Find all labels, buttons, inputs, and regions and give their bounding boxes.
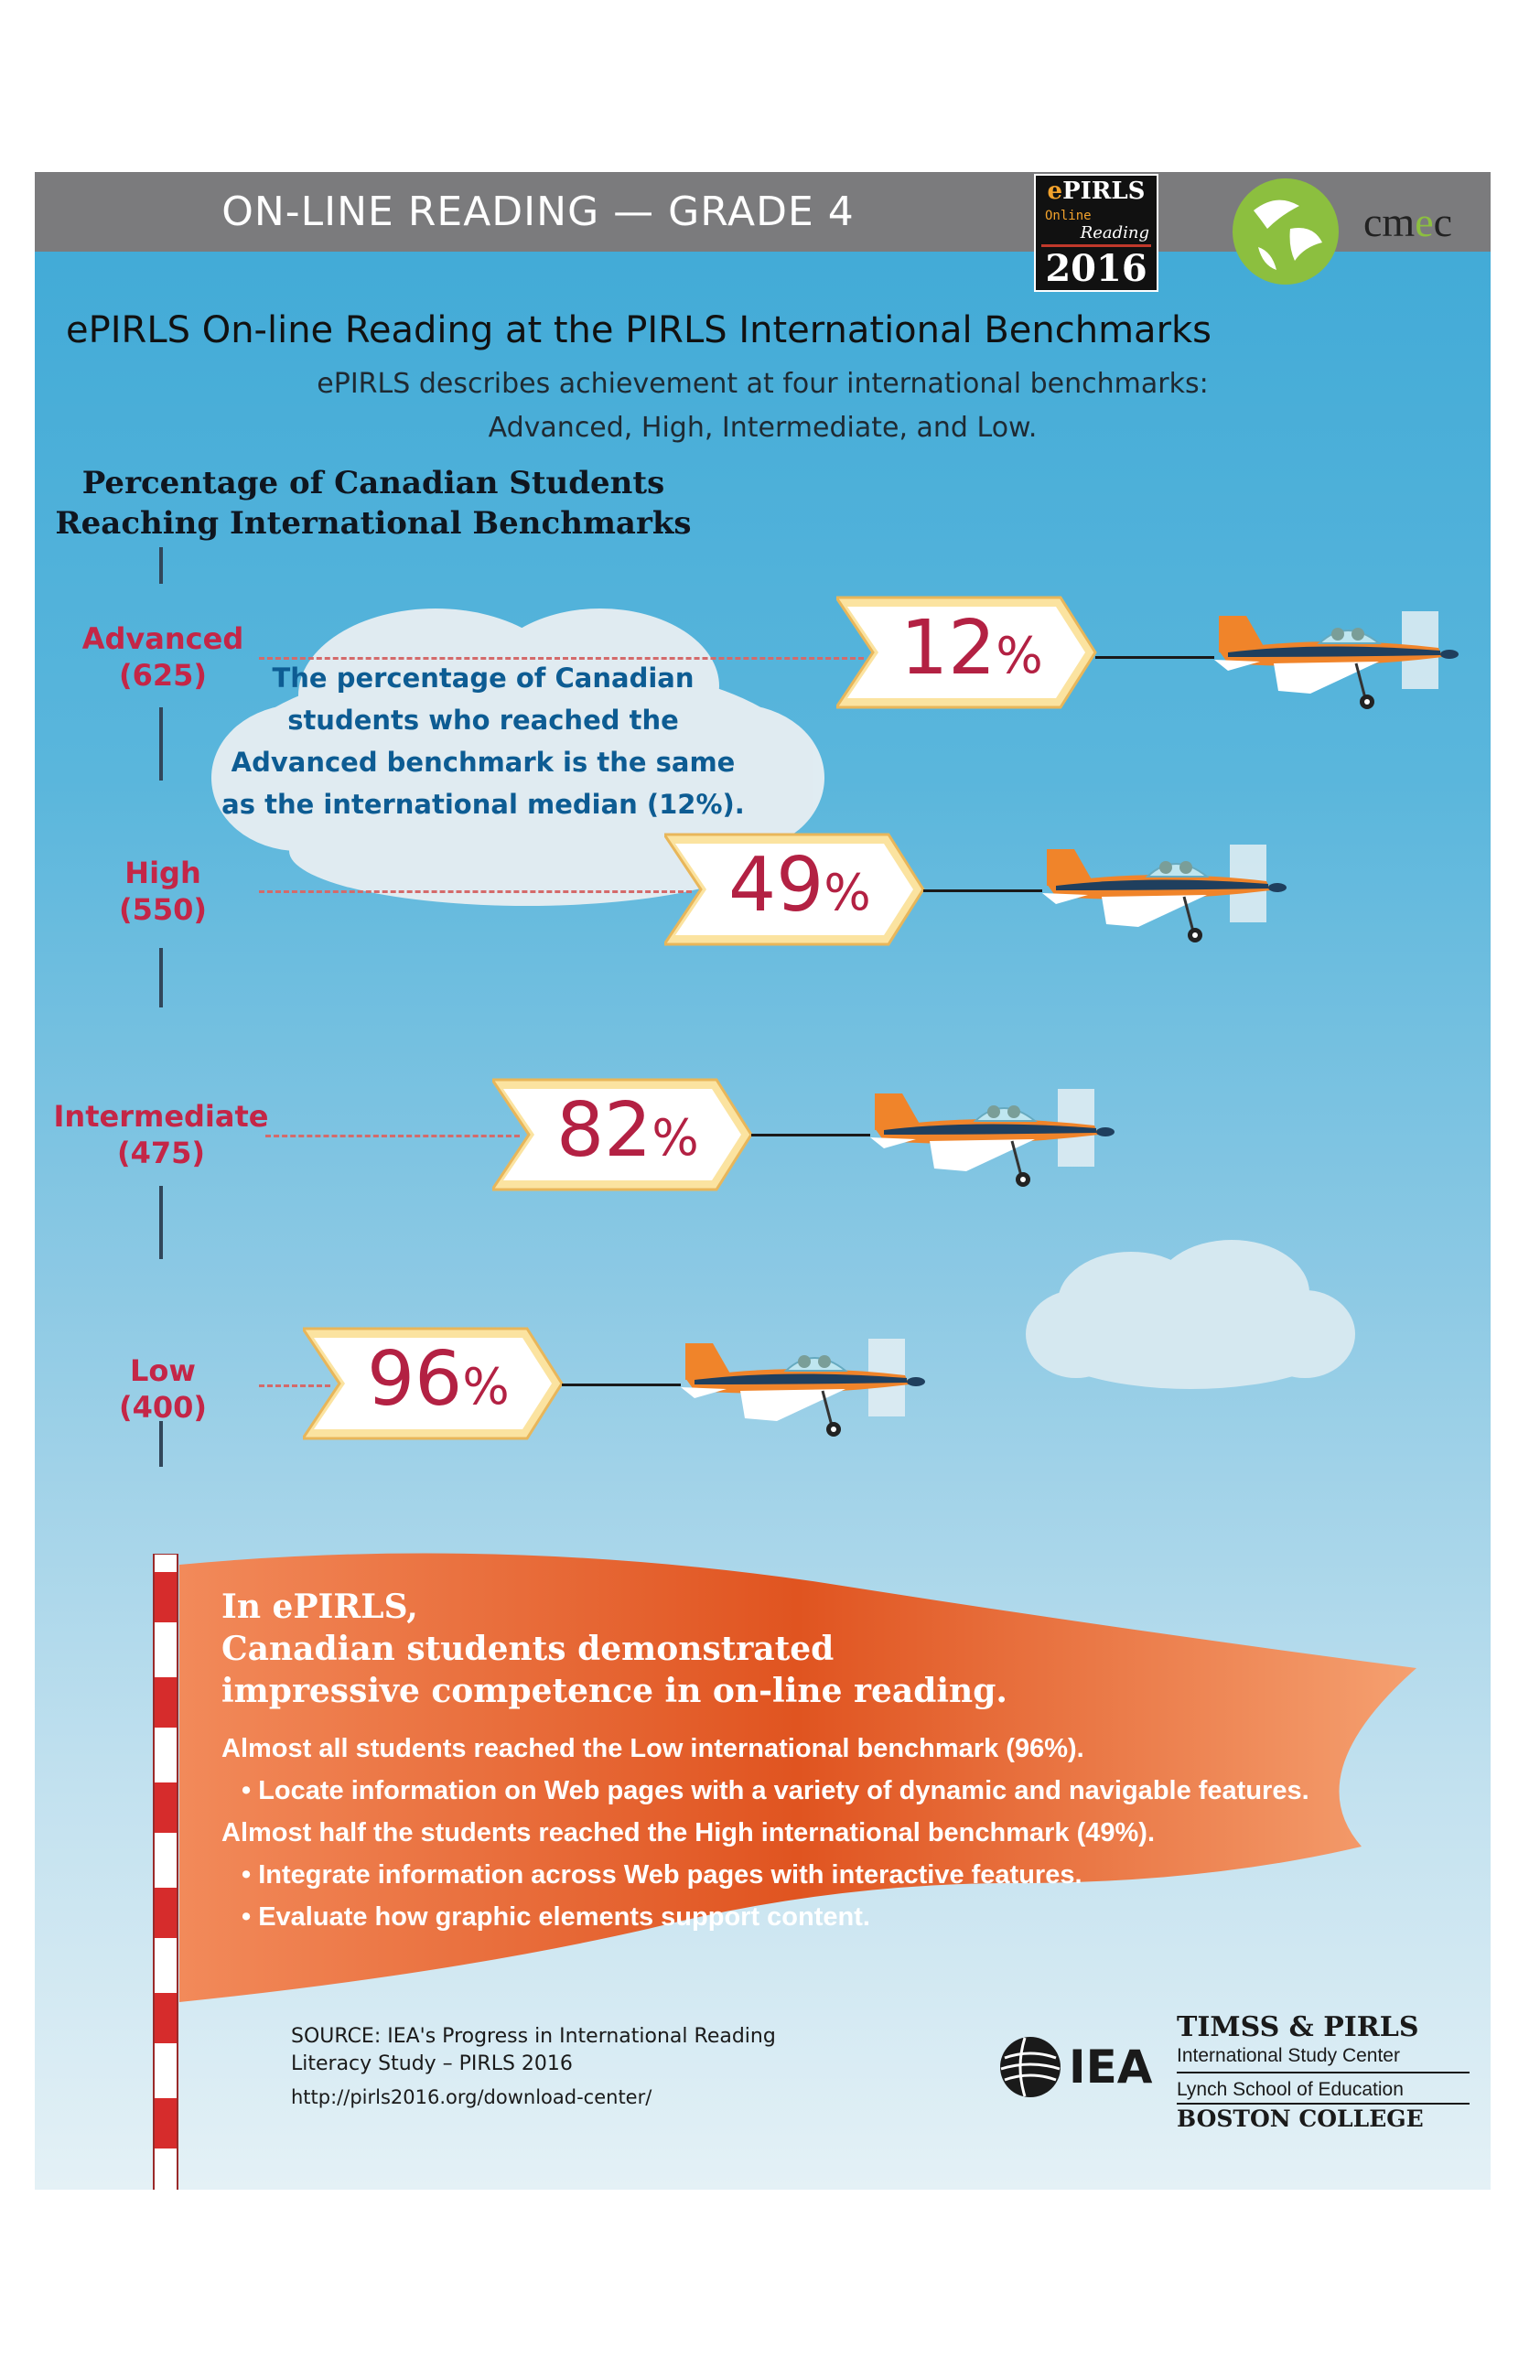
value-banner-high: 49% <box>664 833 925 946</box>
cloud-large <box>211 608 824 906</box>
chart-title: Percentage of Canadian Students Reaching… <box>55 465 692 542</box>
tow-rope <box>751 1134 870 1136</box>
cloud-small <box>1026 1240 1355 1389</box>
iea-globe-icon <box>1000 2037 1061 2097</box>
value-banner-low: 96% <box>303 1327 564 1440</box>
source-note: SOURCE: IEA's Progress in International … <box>291 2023 840 2111</box>
axis-segment <box>159 1421 163 1467</box>
main-heading: ePIRLS On-line Reading at the PIRLS Inte… <box>66 309 1212 351</box>
benchmark-label-intermediate: Intermediate (475) <box>53 1099 269 1170</box>
leader-line <box>259 890 692 893</box>
cmec-globe-icon <box>1233 178 1339 285</box>
value-label: 96% <box>367 1336 510 1423</box>
tow-rope <box>923 889 1042 892</box>
axis-segment <box>159 1186 163 1259</box>
infographic-panel: ON-LINE READING — GRADE 4 ePIRLS Online … <box>35 172 1491 2190</box>
tow-rope <box>1095 656 1214 659</box>
benchmark-label-advanced: Advanced (625) <box>81 621 244 693</box>
flag-headline: In ePIRLS, Canadian students demonstrate… <box>221 1588 1007 1710</box>
leader-line <box>259 657 864 660</box>
epirls-logo: ePIRLS Online Reading 2016 <box>1034 174 1158 292</box>
source-url[interactable]: http://pirls2016.org/download-center/ <box>291 2086 652 2108</box>
benchmark-label-high: High (550) <box>118 856 208 927</box>
flag-body: Almost all students reached the Low inte… <box>221 1734 1309 1932</box>
cmec-logo-text: cmec <box>1363 199 1453 245</box>
iea-logo-text: IEA <box>1069 2041 1153 2094</box>
timss-pirls-logo: TIMSS & PIRLS International Study Center… <box>1177 2011 1470 2134</box>
airplane-icon <box>1214 611 1459 709</box>
value-label: 82% <box>556 1087 699 1174</box>
leader-line <box>259 1384 330 1387</box>
value-banner-advanced: 12% <box>836 596 1097 709</box>
value-label: 12% <box>900 605 1043 692</box>
axis-segment <box>159 948 163 1007</box>
airplane-icon <box>681 1339 925 1437</box>
value-banner-intermediate: 82% <box>492 1078 753 1191</box>
flagpole <box>153 1554 178 2190</box>
tow-rope <box>562 1384 681 1386</box>
page-title: ON-LINE READING — GRADE 4 <box>221 188 855 235</box>
airplane-icon <box>1042 845 1287 942</box>
cloud-note: The percentage of Canadian students who … <box>221 662 745 820</box>
subheading: ePIRLS describes achievement at four int… <box>317 368 1209 444</box>
axis-segment <box>159 547 163 584</box>
value-label: 49% <box>728 842 871 929</box>
benchmark-label-low: Low (400) <box>118 1353 208 1425</box>
axis-segment <box>159 707 163 781</box>
leader-line <box>265 1135 520 1137</box>
airplane-icon <box>870 1089 1115 1187</box>
pennant-flag <box>179 1553 1416 2002</box>
